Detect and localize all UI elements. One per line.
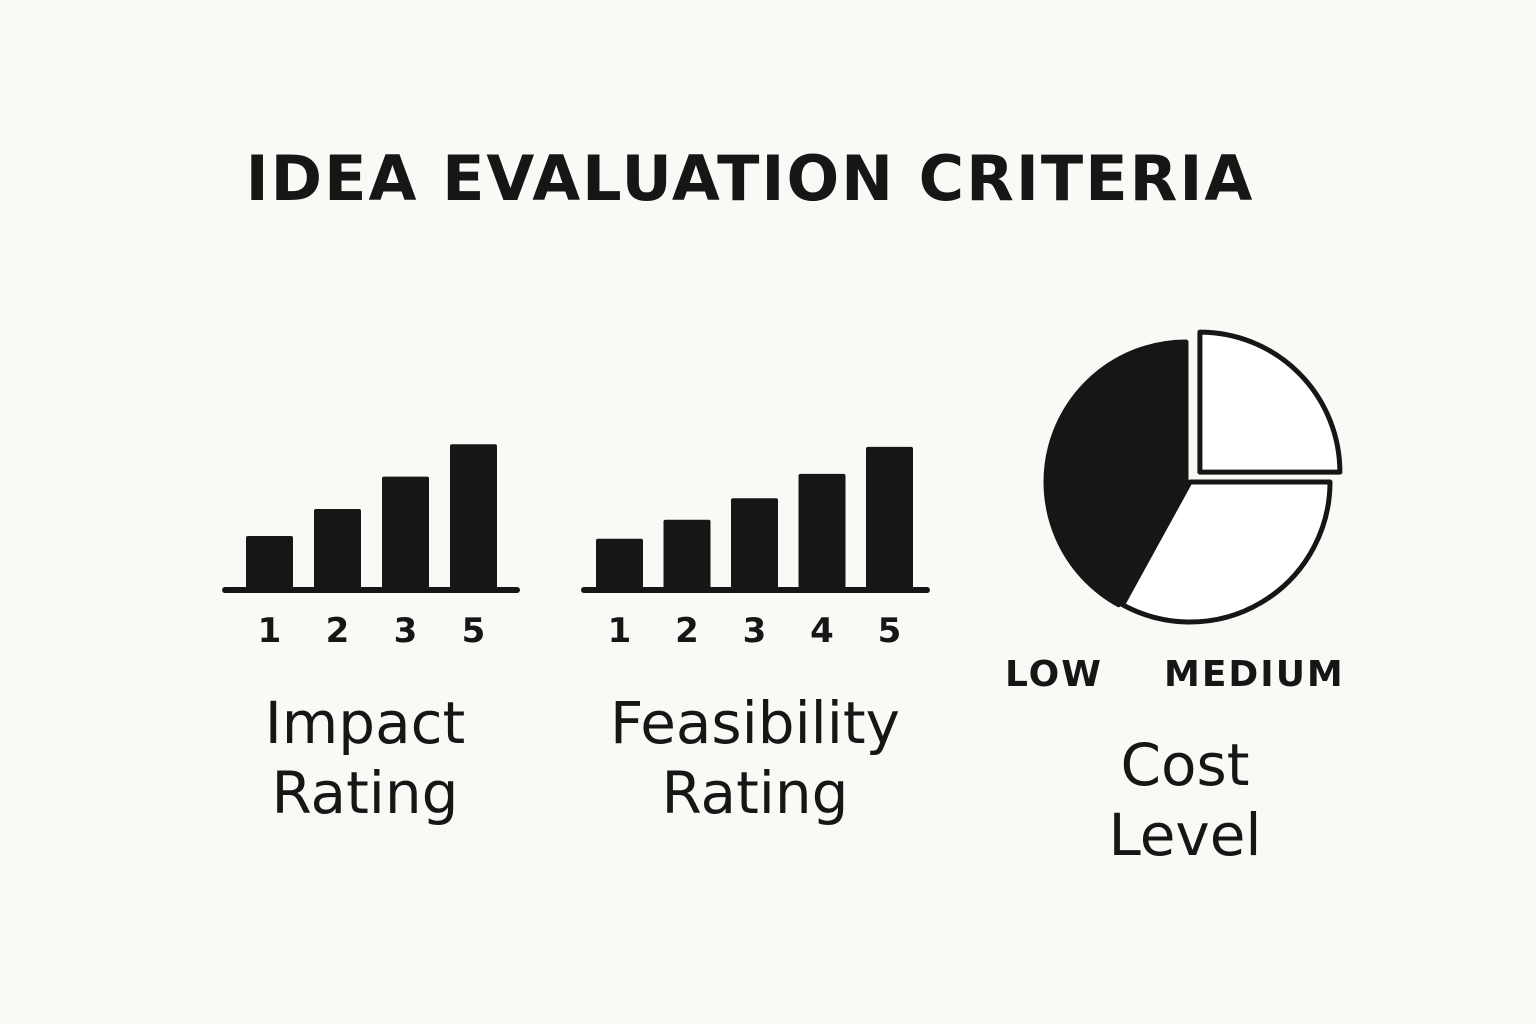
cost-slice-outline-2 [1120,479,1333,625]
cost-label-line-1: Cost [1120,731,1250,799]
cost-level-label: Cost Level [1040,730,1330,870]
impact-bar-1 [246,536,293,590]
feasibility-bar-2 [663,519,711,590]
cost-label-line-2: Level [1108,801,1262,869]
impact-bar-3 [382,476,429,590]
impact-rating-chart: 1 2 3 5 [222,444,520,651]
pie-legend-low: LOW [1005,654,1103,695]
feasibility-bar-1 [596,538,643,590]
feasibility-bar-5 [866,446,913,590]
feasibility-rating-chart: 1 2 3 4 5 [581,446,930,651]
impact-tick-label-2: 2 [326,611,350,651]
feasibility-bar-4 [798,473,846,590]
impact-label-line-2: Rating [271,759,459,827]
cost-slice-filled [1043,339,1189,608]
feasibility-rating-label: Feasibility Rating [560,688,950,828]
feasibility-tick-label-4: 4 [810,611,834,651]
impact-bar-2 [314,509,361,590]
feasibility-tick-label-3: 3 [743,611,767,651]
impact-tick-label-5: 5 [462,611,486,651]
feasibility-label-line-2: Rating [661,759,849,827]
impact-tick-label-3: 3 [394,611,418,651]
impact-tick-label-1: 1 [258,611,282,651]
feasibility-bar-3 [731,498,778,590]
page-title: IDEA EVALUATION CRITERIA [245,142,1255,215]
cost-level-pie-chart [1043,329,1343,625]
cost-slice-outline-1 [1197,329,1343,475]
feasibility-tick-label-1: 1 [608,611,632,651]
pie-legend-medium: MEDIUM [1164,654,1345,695]
impact-rating-label: Impact Rating [215,688,515,828]
impact-bar-5 [450,444,497,590]
feasibility-tick-label-5: 5 [878,611,902,651]
feasibility-tick-label-2: 2 [675,611,699,651]
impact-label-line-1: Impact [264,689,466,757]
feasibility-label-line-1: Feasibility [610,689,900,757]
